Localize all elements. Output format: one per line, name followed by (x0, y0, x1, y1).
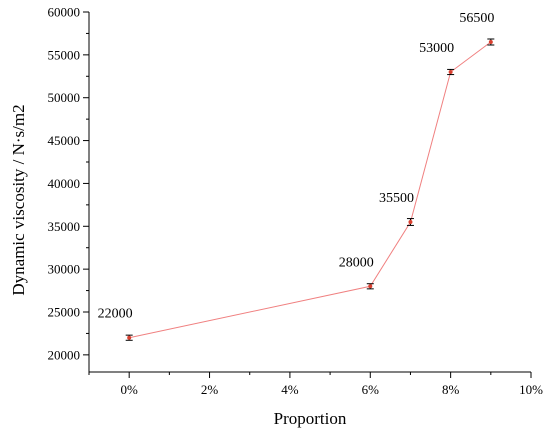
data-point (127, 335, 132, 340)
x-tick-label: 6% (362, 382, 380, 397)
y-tick-label: 60000 (48, 5, 81, 20)
y-tick-label: 50000 (48, 90, 81, 105)
y-axis-ticks: 20000 25000 30000 35000 40000 45000 50000 55000… (48, 5, 89, 362)
data-point (408, 220, 413, 224)
y-axis-title: Dynamic viscosity / N·s/m2 (9, 104, 28, 295)
y-tick-label: 20000 (48, 347, 81, 362)
x-tick-label: 10% (519, 382, 543, 397)
y-tick-label: 40000 (48, 176, 81, 191)
x-axis-title: Proportion (274, 409, 347, 428)
data-series (125, 38, 495, 341)
data-point (448, 70, 453, 74)
data-point (488, 40, 493, 44)
x-tick-label: 4% (281, 382, 299, 397)
y-tick-label: 30000 (48, 262, 81, 277)
data-label: 22000 (98, 307, 133, 322)
data-label: 35500 (379, 191, 414, 206)
data-point (368, 284, 373, 289)
data-label: 53000 (419, 41, 454, 56)
y-tick-label: 55000 (48, 47, 81, 62)
x-tick-label: 0% (121, 382, 139, 397)
y-tick-label: 35000 (48, 219, 81, 234)
x-axis-ticks: 0% 2% 4% 6% 8% 10% (88, 372, 543, 397)
series-line (129, 41, 492, 339)
axes (88, 12, 531, 373)
data-label: 56500 (459, 11, 494, 26)
y-tick-label: 25000 (48, 305, 81, 320)
x-tick-label: 8% (442, 382, 460, 397)
data-label: 28000 (339, 255, 374, 270)
y-tick-label: 45000 (48, 133, 81, 148)
data-labels: 22000 28000 35500 53000 56500 (98, 11, 495, 322)
x-tick-label: 2% (201, 382, 219, 397)
